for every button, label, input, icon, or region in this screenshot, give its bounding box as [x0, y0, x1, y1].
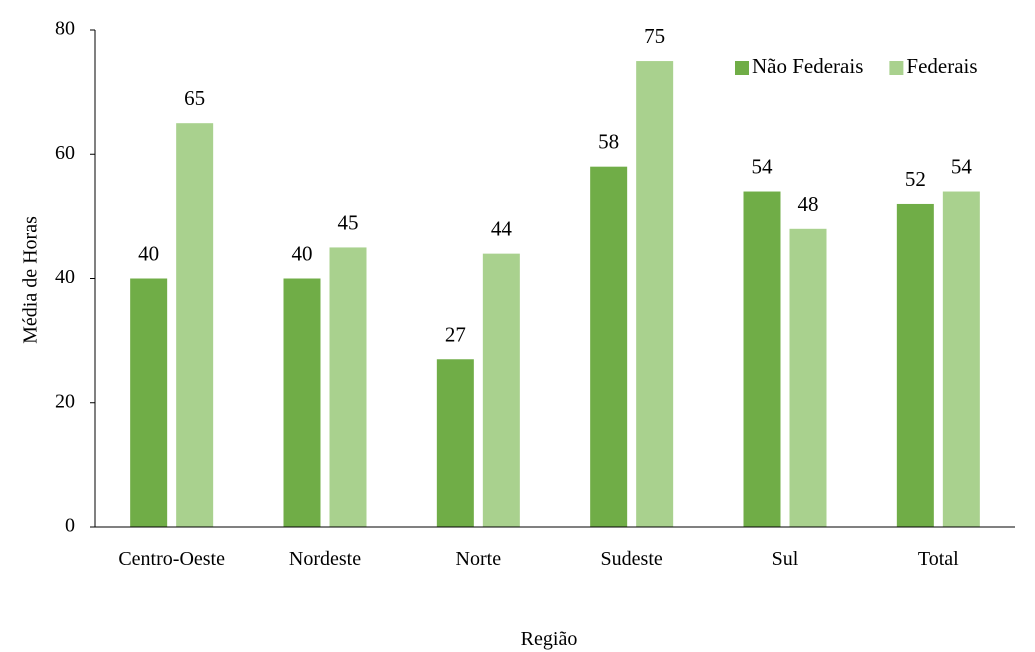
- data-label: 44: [491, 217, 513, 241]
- y-tick-label: 0: [65, 515, 75, 537]
- x-axis: Centro-Oeste Nordeste Norte Sudeste Sul Total: [95, 526, 1015, 570]
- bar: [482, 253, 520, 527]
- x-tick-label: Norte: [456, 548, 502, 570]
- y-axis-title: Média de Horas: [20, 216, 42, 344]
- legend-swatch: [735, 61, 749, 75]
- y-tick-label: 80: [55, 18, 75, 40]
- bar: [942, 191, 980, 527]
- x-tick-label: Sul: [772, 548, 799, 570]
- data-label: 27: [445, 322, 466, 346]
- y-axis: 0 20 40 60 80: [55, 18, 96, 537]
- bar: [176, 123, 214, 527]
- data-label: 58: [598, 130, 619, 154]
- legend: Não Federais Federais: [735, 54, 978, 78]
- bars: [130, 61, 980, 528]
- legend-label: Não Federais: [752, 54, 863, 78]
- bar: [789, 228, 827, 528]
- bar: [590, 166, 628, 528]
- y-tick-label: 60: [55, 142, 75, 164]
- data-label: 40: [138, 242, 159, 266]
- data-label: 75: [644, 24, 665, 48]
- x-tick-label: Total: [918, 548, 959, 570]
- data-label: 45: [338, 210, 359, 234]
- data-label: 65: [184, 86, 205, 110]
- bar: [896, 203, 934, 527]
- x-tick-label: Sudeste: [601, 548, 663, 570]
- y-tick-label: 40: [55, 266, 75, 288]
- x-axis-title: Região: [521, 628, 578, 650]
- legend-swatch: [889, 61, 904, 75]
- data-label: 52: [905, 167, 926, 191]
- bar: [130, 278, 168, 527]
- data-label: 54: [951, 155, 973, 179]
- data-label: 40: [292, 242, 313, 266]
- x-tick-label: Nordeste: [289, 548, 361, 570]
- legend-label: Federais: [906, 54, 977, 78]
- x-tick-label: Centro-Oeste: [118, 548, 225, 570]
- data-label: 54: [752, 155, 774, 179]
- y-tick-label: 20: [55, 390, 75, 412]
- bar: [436, 359, 474, 527]
- bar: [329, 247, 367, 527]
- bar: [743, 191, 781, 527]
- bar: [283, 278, 321, 527]
- bar: [636, 61, 674, 527]
- data-label: 48: [798, 192, 819, 216]
- data-labels: 40 65 40 45 27 44 58 75 54 48 52 54: [138, 24, 972, 346]
